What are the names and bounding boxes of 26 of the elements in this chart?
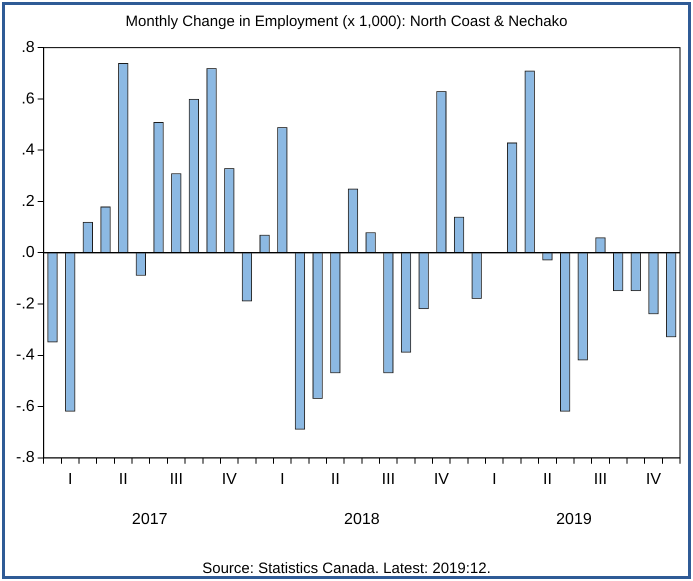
- x-tick-label: IV: [646, 470, 662, 488]
- y-tick-label: -.8: [16, 449, 35, 466]
- x-tick-label: I: [68, 470, 72, 488]
- y-tick-label: .4: [21, 142, 35, 159]
- y-tick-label: -.2: [16, 295, 35, 312]
- y-tick-label: .2: [21, 192, 35, 210]
- y-tick-label: .6: [21, 90, 35, 108]
- text: 2017: [132, 511, 168, 528]
- x-tick-label: IV: [434, 470, 450, 488]
- x-tick-label: IV: [222, 470, 238, 488]
- x-tick-label: III: [594, 470, 608, 488]
- text: 2019: [556, 511, 592, 528]
- x-tick-label: III: [170, 470, 183, 488]
- x-tick-label: II: [330, 470, 340, 488]
- text: 2018: [344, 511, 380, 528]
- y-tick-label: -.4: [16, 346, 35, 364]
- x-tick-label: II: [542, 470, 552, 488]
- x-tick-label: II: [118, 470, 128, 488]
- y-tick-label: -.6: [16, 398, 35, 415]
- y-tick-label: .8: [21, 39, 35, 56]
- x-tick-label: I: [280, 470, 285, 488]
- y-tick-label: .0: [21, 244, 35, 262]
- x-tick-label: III: [382, 470, 396, 488]
- source-note: Source: Statistics Canada. Latest: 2019:12.: [201, 560, 492, 577]
- chart-title: Monthly Change in Employment (x 1,000): North Coast & Nechako: [124, 13, 568, 30]
- x-tick-label: I: [492, 470, 497, 488]
